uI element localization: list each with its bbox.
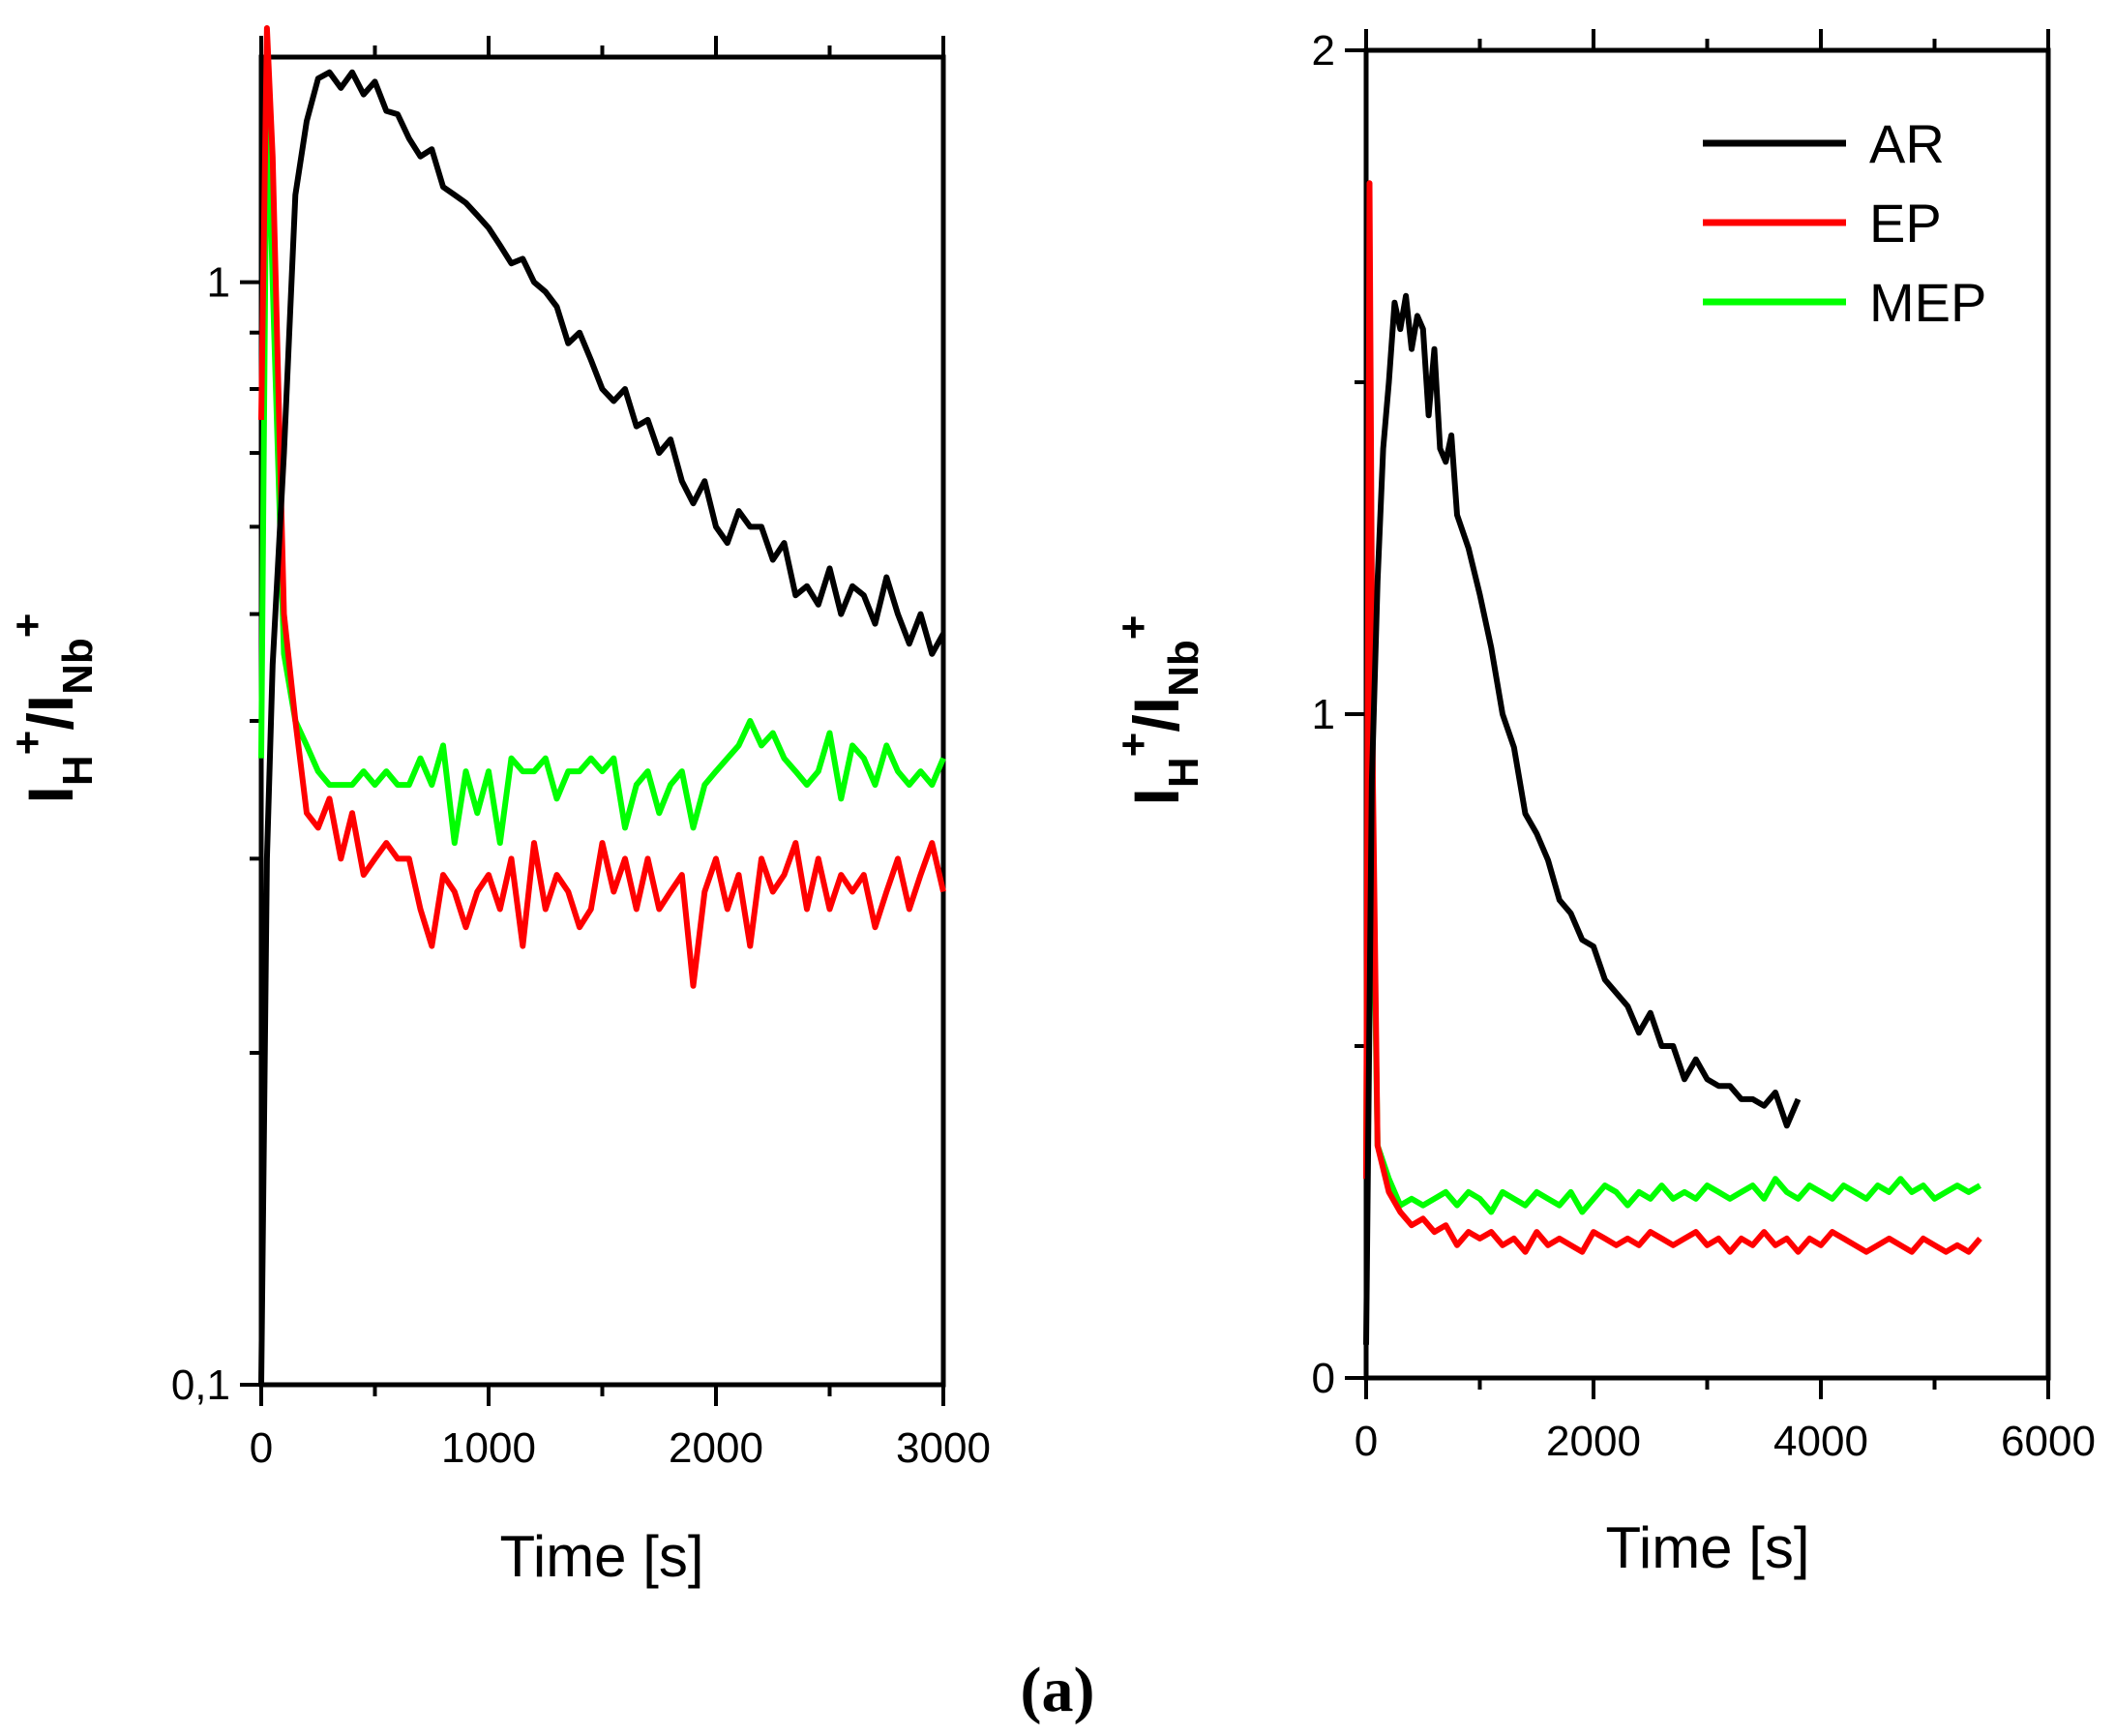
- series-line-ar: [258, 69, 946, 1386]
- left-x-axis-title: Time [s]: [499, 1524, 703, 1589]
- x-tick-label: 4000: [1773, 1418, 1868, 1465]
- legend: AR EP MEP: [1703, 113, 1986, 333]
- series-line-ar: [1363, 292, 1802, 1345]
- left-x-tick-labels: 0 1000 2000 3000: [250, 1424, 991, 1472]
- legend-label-ep: EP: [1869, 193, 1942, 254]
- x-tick-label: 1000: [441, 1424, 536, 1472]
- right-chart: 0 2000 4000 6000 0 1 2 Time [s] IH+/INb+ AR EP…: [1110, 27, 2096, 1580]
- series-line-mep: [1363, 379, 1982, 1215]
- x-tick-label: 6000: [2001, 1418, 2096, 1465]
- figure-caption: (a): [1021, 1655, 1095, 1725]
- left-plot-frame: [258, 54, 946, 1388]
- right-x-tick-labels: 0 2000 4000 6000: [1355, 1418, 2096, 1465]
- series-line-ep: [258, 25, 946, 989]
- legend-label-ar: AR: [1869, 113, 1945, 174]
- y-tick-label: 1: [1312, 691, 1335, 738]
- series-line-ep: [1363, 180, 1982, 1255]
- right-y-axis-title: IH+/INb+: [1110, 615, 1207, 806]
- y-tick-label: 2: [1312, 27, 1335, 75]
- x-tick-label: 0: [1355, 1418, 1378, 1465]
- right-x-axis-title: Time [s]: [1605, 1515, 1809, 1580]
- y-tick-label: 1: [207, 259, 230, 307]
- left-y-tick-labels: 0,11: [171, 259, 230, 1409]
- x-tick-label: 2000: [669, 1424, 763, 1472]
- y-tick-label: 0,1: [171, 1362, 230, 1409]
- legend-label-mep: MEP: [1869, 272, 1986, 333]
- x-tick-label: 2000: [1546, 1418, 1641, 1465]
- right-axis-ticks: [1345, 29, 2050, 1399]
- left-chart: 0 1000 2000 3000 0,11 Time [s] IH+/INb+: [4, 25, 991, 1589]
- series-line-mep: [258, 69, 946, 847]
- right-plot-frame: [1363, 47, 2051, 1381]
- right-series-group: [1363, 180, 1982, 1345]
- left-series-group: [258, 25, 946, 1386]
- y-tick-label: 0: [1312, 1355, 1335, 1402]
- x-tick-label: 0: [250, 1424, 273, 1472]
- right-y-tick-labels: 0 1 2: [1312, 27, 1335, 1402]
- left-axis-ticks: [240, 36, 945, 1406]
- left-y-axis-title: IH+/INb+: [4, 614, 102, 804]
- x-tick-label: 3000: [896, 1424, 991, 1472]
